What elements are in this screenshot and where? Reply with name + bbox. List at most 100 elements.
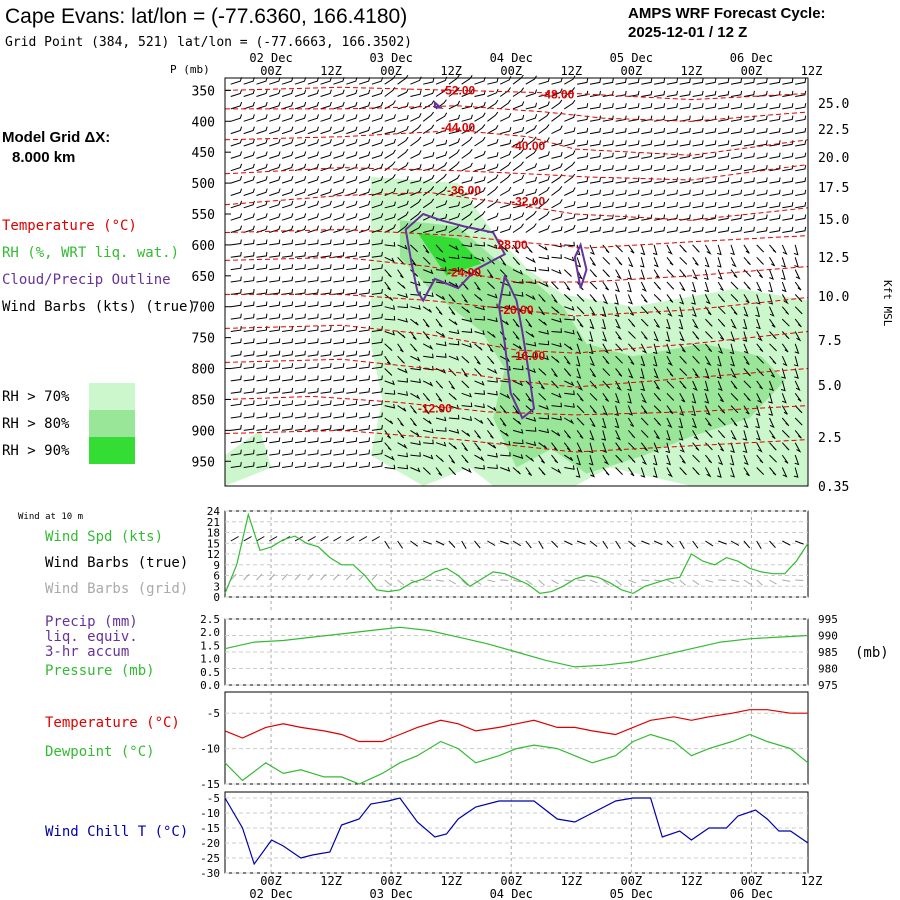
wind-barb (448, 100, 461, 110)
wind-barb (397, 256, 405, 265)
wind-barb-grid (628, 579, 637, 584)
wind-barb (435, 112, 448, 122)
wind-barb (551, 442, 558, 452)
wind-barb (640, 343, 648, 354)
wind-barb (256, 251, 268, 258)
wind-barb (486, 269, 494, 279)
wind-barb (359, 375, 370, 382)
wind-barb (666, 165, 678, 172)
wind-barb-grid (743, 579, 751, 585)
wind-barb (653, 318, 660, 328)
wind-barb (756, 189, 768, 196)
wind-barb (525, 176, 537, 184)
rh-region-70 (225, 430, 272, 486)
wind-barb (679, 331, 685, 342)
wind-barb (230, 239, 242, 246)
wind-barb (333, 138, 345, 147)
wind-barb-grid (307, 573, 314, 581)
wind-barb (756, 152, 768, 159)
wind-barb (730, 442, 735, 454)
wind-barb (653, 380, 660, 390)
wind-barb (435, 186, 448, 196)
wind-barb (743, 140, 755, 147)
wind-barb (756, 281, 763, 293)
wind-barb (692, 269, 698, 280)
wind-barb (269, 239, 281, 246)
wind-barb (615, 189, 627, 196)
wind-barb (769, 355, 777, 365)
wind-barb (666, 405, 674, 415)
wind-barb (742, 318, 748, 330)
wind-barb (320, 313, 332, 320)
wind-barb-true (538, 540, 544, 550)
wind-barb (525, 331, 535, 338)
wind-barb (320, 363, 332, 369)
wind-barb (692, 140, 704, 147)
wind-barb (307, 338, 319, 345)
wind-barb (359, 276, 370, 283)
pressure-tick-label: 985 (818, 646, 838, 659)
wind-barb (653, 417, 662, 426)
wind-barb (795, 78, 807, 85)
wind-barb (294, 264, 306, 271)
wind-barb (474, 417, 484, 424)
wind-barb (512, 365, 524, 371)
model-grid-label: Model Grid ΔX: (2, 129, 110, 146)
wind-barb (588, 343, 594, 355)
wind-barb (577, 90, 589, 97)
wind-barb (230, 114, 243, 122)
wind-barb (589, 281, 598, 290)
wind-barb (756, 177, 768, 184)
wind-barb (256, 449, 268, 456)
wind-barb (718, 177, 730, 184)
windchill-frame (224, 791, 809, 874)
wind-barb (602, 368, 611, 377)
wind-barb (602, 281, 610, 291)
wind-barb (256, 412, 268, 419)
wind-barb (703, 380, 709, 392)
wind-barb (282, 400, 294, 407)
wind-barb (307, 363, 319, 369)
wind-barb (359, 239, 370, 246)
wind-barb (602, 189, 614, 196)
wind-barb (269, 151, 281, 159)
wind-barb (563, 294, 572, 302)
wind-barb (320, 239, 332, 246)
wind-barb (243, 213, 255, 221)
wind-barb (307, 213, 319, 221)
wind-barb (358, 163, 371, 172)
wind-barb (307, 163, 319, 172)
wind-barb (384, 114, 396, 122)
wind-barb (371, 200, 384, 209)
wind-barb (448, 149, 460, 159)
wind-barb (461, 149, 473, 159)
wind-barb (294, 89, 307, 97)
wind-barb (320, 338, 332, 345)
wind-barb (627, 306, 635, 316)
wind-barb (551, 213, 563, 221)
wind-barb (602, 140, 614, 147)
hour-label-top: 00Z (741, 64, 763, 78)
wind-barb (704, 294, 711, 305)
wind-barb (487, 293, 498, 299)
wind-barb (730, 140, 743, 147)
wind-barb (577, 202, 589, 209)
hour-label-top: 00Z (621, 64, 643, 78)
wind-barb (346, 437, 358, 444)
wind-barb (512, 380, 524, 387)
wind-barb (628, 214, 640, 221)
wind-barb (371, 114, 384, 122)
wind-barb (243, 151, 255, 159)
wind-barb (346, 449, 358, 456)
hour-label-top: 12Z (440, 64, 462, 78)
wind-barb (333, 462, 345, 468)
wind-barb (704, 244, 712, 255)
wind-barb (730, 294, 739, 302)
wind-barb (512, 223, 524, 233)
wind-barb (307, 437, 319, 444)
wind-barb (654, 90, 666, 97)
pressure-tick-label: 450 (192, 146, 215, 161)
wind-barb (525, 124, 537, 135)
wind-barb (371, 163, 384, 172)
wind-barb (691, 294, 696, 305)
